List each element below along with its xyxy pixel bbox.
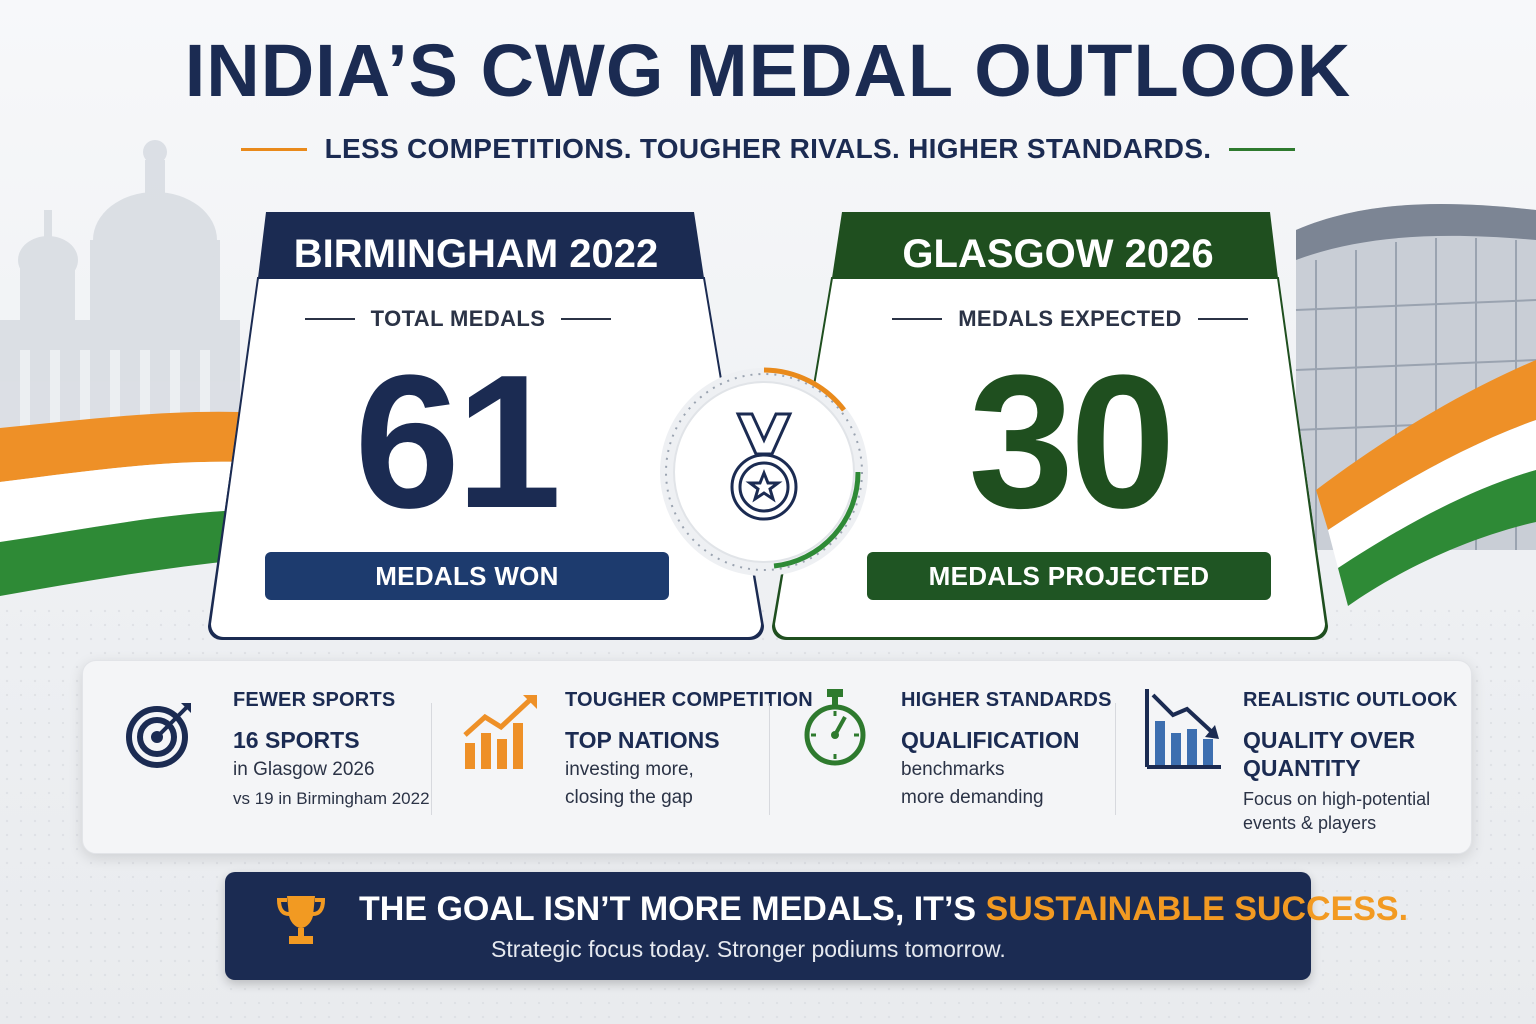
glasgow-kicker-row: MEDALS EXPECTED [792,306,1348,332]
feature-headline: QUALIFICATION [901,727,1080,753]
target-icon [126,703,191,768]
feature-detail: more demanding [901,787,1044,808]
feature-detail: vs 19 in Birmingham 2022 [233,789,430,808]
falling-chart-icon [1145,689,1221,769]
feature-fewer-sports: FEWER SPORTS 16 SPORTS in Glasgow 2026 v… [125,685,430,845]
stopwatch-icon [804,689,866,766]
subtitle-divider-right [1229,147,1296,151]
subtitle: LESS COMPETITIONS. TOUGHER RIVALS. HIGHE… [324,133,1212,164]
feature-title: REALISTIC OUTLOOK [1243,689,1458,711]
subtitle-row: LESS COMPETITIONS. TOUGHER RIVALS. HIGHE… [0,133,1536,165]
medal-icon [660,367,868,576]
rising-chart-icon [463,695,537,769]
feature-title: HIGHER STANDARDS [901,689,1112,711]
birmingham-heading: BIRMINGHAM 2022 [293,232,659,276]
glasgow-medal-count: 30 [968,336,1175,548]
goal-lead: THE GOAL ISN’T MORE MEDALS, IT’S [359,890,986,928]
page-title: INDIA’S CWG MEDAL OUTLOOK [184,29,1352,112]
feature-detail: events & players [1243,813,1377,833]
feature-title: TOUGHER COMPETITION [565,689,813,711]
divider [561,318,612,320]
glasgow-kicker: MEDALS EXPECTED [958,306,1182,331]
divider [1197,318,1248,320]
feature-headline: QUALITY OVER [1243,727,1416,753]
goal-highlight: SUSTAINABLE SUCCESS. [985,890,1409,928]
feature-realistic-outlook: REALISTIC OUTLOOK QUALITY OVER QUANTITY … [1143,685,1457,845]
birmingham-kicker-row: TOTAL MEDALS [180,306,736,332]
feature-higher-standards: HIGHER STANDARDS QUALIFICATION benchmark… [799,685,1112,845]
glasgow-card: GLASGOW 2026 MEDALS EXPECTED 30 MEDALS P… [772,212,1328,640]
divider [304,318,355,320]
birmingham-medal-count: 61 [354,336,561,548]
feature-headline: 16 SPORTS [233,727,360,753]
glasgow-pill: MEDALS PROJECTED [867,552,1271,600]
birmingham-card: BIRMINGHAM 2022 TOTAL MEDALS 61 MEDALS W… [208,212,764,640]
birmingham-kicker: TOTAL MEDALS [370,306,546,331]
goal-statement: THE GOAL ISN’T MORE MEDALS, IT’S SUSTAIN… [359,890,1408,929]
divider [892,318,943,320]
feature-detail: Focus on high-potential [1243,789,1431,809]
feature-detail: closing the gap [565,787,693,808]
goal-tagline: Strategic focus today. Stronger podiums … [491,936,1006,962]
divider [1115,703,1116,815]
factors-panel: FEWER SPORTS 16 SPORTS in Glasgow 2026 v… [82,660,1472,854]
glasgow-heading: GLASGOW 2026 [902,232,1214,276]
feature-detail: investing more, [565,759,694,780]
feature-title: FEWER SPORTS [233,689,396,711]
feature-headline: TOP NATIONS [565,727,720,753]
building-flag-decoration-left [0,140,240,596]
subtitle-divider-left [240,147,307,151]
goal-banner: THE GOAL ISN’T MORE MEDALS, IT’S SUSTAIN… [225,872,1408,980]
trophy-icon [277,896,325,944]
feature-tougher-competition: TOUGHER COMPETITION TOP NATIONS investin… [461,685,813,845]
divider [431,703,432,815]
feature-detail: benchmarks [901,759,1005,780]
feature-headline-line2: QUANTITY [1243,755,1361,781]
stadium-flag-decoration-right [1295,204,1536,606]
birmingham-pill: MEDALS WON [265,552,669,600]
divider [769,703,770,815]
feature-detail: in Glasgow 2026 [233,759,375,780]
